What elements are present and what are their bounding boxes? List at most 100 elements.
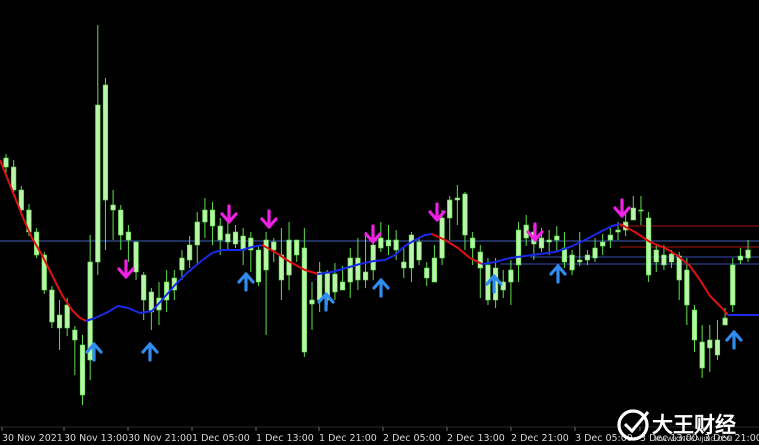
candle-body [102, 84, 109, 201]
candle-32 [248, 232, 254, 272]
trend-line-down-3 [431, 233, 483, 265]
sell-arrow-icon-3 [364, 224, 382, 244]
x-tick-label-1: 30 Nov 13:00 [64, 433, 128, 444]
x-tick-label-10: 3 Dec 13:00 [640, 433, 698, 444]
candle-0 [3, 154, 9, 173]
candle-body [347, 257, 353, 283]
candle-body [699, 341, 705, 369]
candle-body [278, 254, 285, 281]
candle-body [18, 189, 24, 211]
candle-body [255, 249, 262, 283]
candle-body [179, 257, 185, 271]
candle-body [577, 259, 583, 263]
candle-body [515, 229, 522, 266]
sell-arrow-icon-4 [428, 202, 446, 222]
candle-15 [118, 205, 124, 250]
candle-85 [653, 245, 659, 272]
candle-body [125, 231, 131, 241]
buy-arrow-icon-3 [317, 292, 335, 312]
candle-body [232, 231, 239, 245]
candle-body [653, 249, 659, 263]
candle-body [294, 239, 300, 256]
candle-body [714, 339, 721, 356]
candle-body [393, 239, 399, 251]
x-tick-label-9: 3 Dec 05:00 [575, 433, 633, 444]
candle-78 [600, 234, 606, 255]
candle-body [317, 271, 323, 301]
candle-71 [546, 230, 552, 255]
candle-body [240, 235, 246, 251]
candle-17 [133, 241, 139, 280]
watermark: 大王财经 WWW.KINGCAIJING.COM [617, 409, 736, 443]
candle-body [64, 304, 70, 329]
candle-body [56, 314, 63, 329]
candle-body [454, 197, 460, 201]
candle-37 [286, 222, 292, 290]
candle-body [645, 217, 652, 276]
candle-body [554, 235, 560, 241]
candle-body [477, 251, 483, 269]
candle-body [370, 244, 376, 271]
candle-28 [217, 218, 223, 255]
candle-95 [730, 258, 736, 312]
candle-body [355, 257, 361, 281]
candle-6 [49, 286, 55, 328]
candle-body [607, 234, 613, 241]
candle-7 [56, 300, 63, 350]
signal-arrows [85, 198, 743, 362]
candle-body [584, 254, 590, 261]
candle-body [141, 274, 147, 301]
x-tick-label-11: 3 Dec 21:00 [704, 433, 759, 444]
candle-35 [271, 238, 277, 262]
candle-body [41, 254, 47, 291]
watermark-logo-icon [617, 409, 649, 441]
candle-2 [18, 186, 24, 214]
candle-65 [500, 270, 506, 298]
watermark-url: WWW.KINGCAIJING.COM [654, 435, 733, 443]
candle-72 [554, 226, 560, 252]
candle-body [546, 239, 552, 243]
watermark-brand: 大王财经 [652, 413, 736, 437]
candle-body [722, 317, 728, 326]
candle-body [416, 241, 422, 261]
candle-97 [745, 240, 751, 262]
candle-39 [301, 228, 307, 357]
candle-62 [477, 245, 483, 298]
candle-77 [592, 238, 598, 262]
candle-body [301, 247, 307, 353]
candle-36 [278, 228, 285, 300]
candle-body [87, 261, 93, 361]
candle-body [286, 239, 292, 276]
candle-body [362, 271, 369, 281]
candle-body [187, 244, 193, 261]
candle-body [194, 221, 200, 246]
candle-58 [447, 196, 453, 240]
buy-arrow-icon-5 [485, 274, 503, 294]
candle-53 [408, 232, 415, 282]
x-tick-label-0: 30 Nov 2021 [2, 433, 63, 444]
candle-body [431, 257, 438, 283]
candle-body [408, 234, 415, 269]
sell-arrow-icon-6 [613, 198, 631, 218]
x-tick-label-7: 2 Dec 13:00 [447, 433, 505, 444]
candle-body [332, 273, 338, 293]
candle-90 [691, 305, 698, 352]
candle-25 [194, 212, 200, 265]
candle-56 [431, 245, 438, 283]
candle-body [309, 299, 315, 305]
candle-38 [294, 239, 300, 262]
candle-body [600, 241, 606, 247]
candle-10 [79, 335, 86, 405]
candle-11 [87, 235, 93, 380]
candle-30 [232, 225, 239, 248]
candle-body [661, 254, 667, 266]
x-tick-label-8: 2 Dec 21:00 [511, 433, 569, 444]
candle-50 [385, 225, 392, 255]
candle-body [684, 269, 690, 306]
buy-arrow-icon-0 [85, 342, 103, 362]
candle-body [263, 239, 269, 271]
candle-body [508, 269, 514, 283]
candle-75 [577, 232, 583, 266]
candle-body [470, 237, 476, 249]
